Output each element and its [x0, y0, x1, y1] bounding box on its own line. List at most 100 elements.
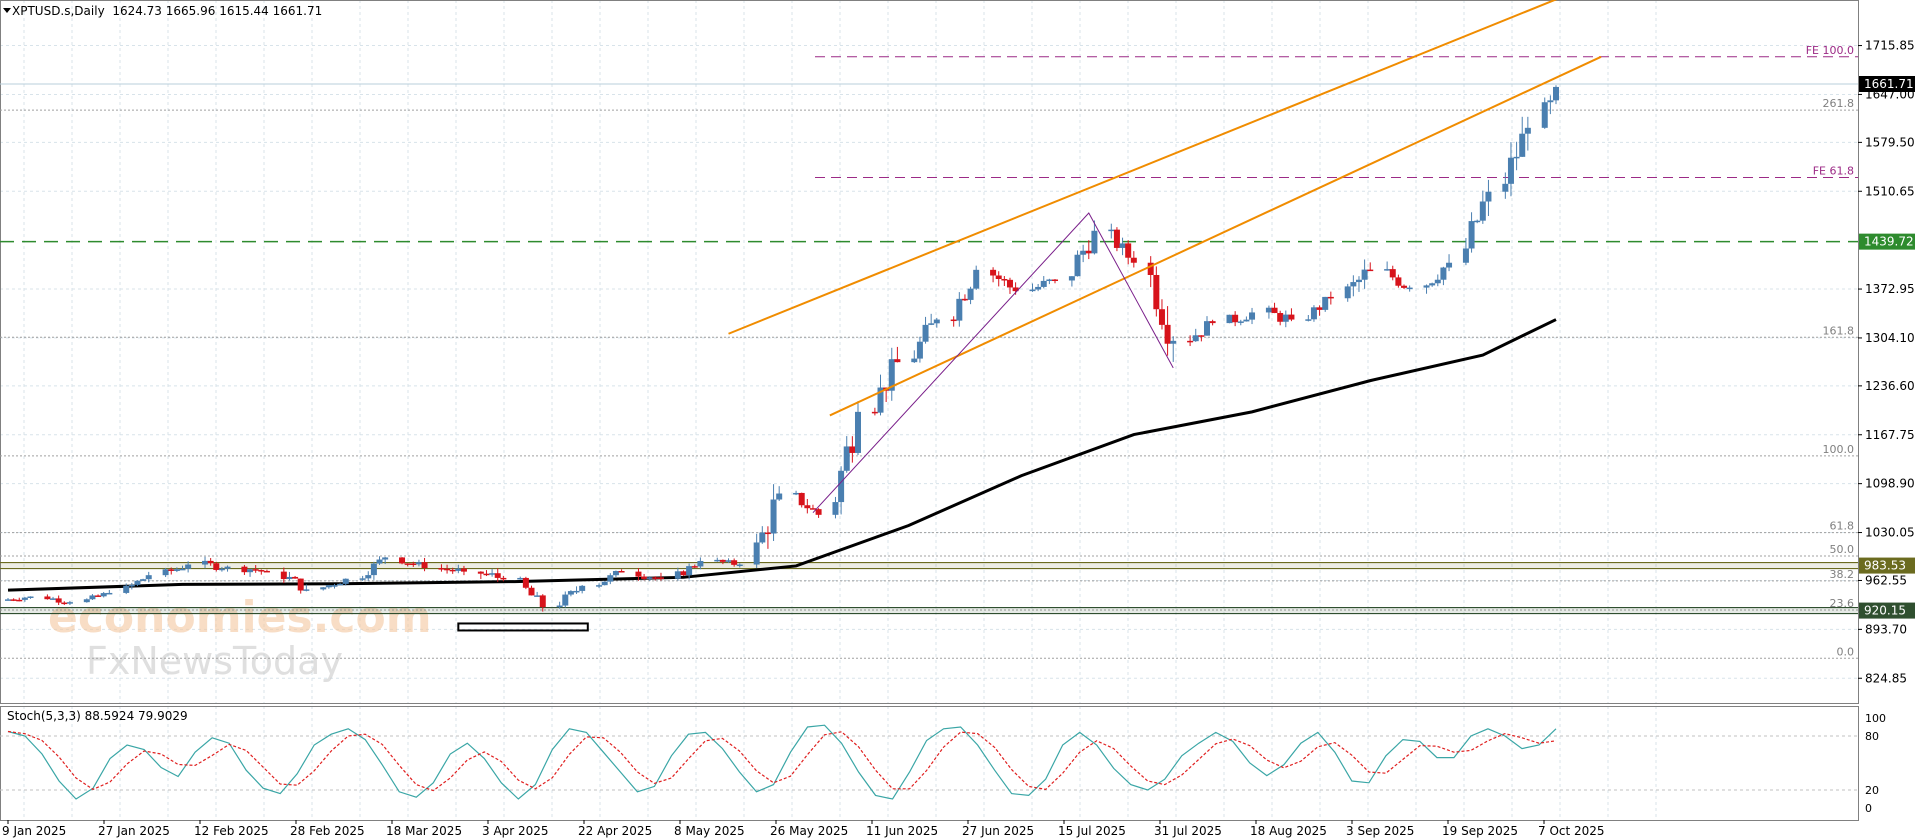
candle-body	[100, 593, 107, 597]
fib-level-label: 50.0	[1830, 543, 1855, 556]
candle-body	[1502, 183, 1509, 192]
candle-body	[286, 576, 293, 580]
ma-line	[7, 318, 1557, 592]
price-tick-label: 1167.75	[1865, 428, 1915, 442]
candle-body	[933, 319, 940, 324]
candle-body	[1277, 313, 1284, 322]
candle-body	[1429, 283, 1436, 286]
overlays	[457, 0, 1602, 632]
candle-body	[1446, 262, 1453, 268]
candle-body	[793, 492, 800, 495]
fib-level-label: 23.6	[1830, 597, 1855, 610]
candle-body	[280, 571, 287, 580]
time-tick-label: 19 Sep 2025	[1442, 824, 1518, 838]
candle-body	[657, 577, 664, 579]
candle-body	[449, 569, 456, 572]
time-tick-label: 8 May 2025	[674, 824, 745, 838]
candle-body	[753, 542, 760, 565]
candle-body	[50, 598, 57, 600]
candle-body	[218, 568, 225, 571]
candle-body	[168, 569, 175, 571]
time-tick-label: 12 Feb 2025	[194, 824, 269, 838]
candle-body	[1243, 319, 1250, 322]
candle-body	[1113, 229, 1120, 248]
candle-body	[1119, 243, 1126, 248]
candle-body	[44, 596, 51, 600]
candle-body	[1541, 102, 1548, 128]
candle-body	[607, 575, 614, 582]
candle-body	[365, 575, 372, 579]
channel-upper-line	[728, 0, 1558, 335]
candle-body	[1158, 309, 1165, 325]
candle-body	[1355, 279, 1362, 283]
candle-body	[297, 578, 304, 591]
candle-body	[258, 570, 265, 572]
candle-body	[1125, 243, 1132, 258]
candle-body	[573, 590, 580, 593]
zigzag-line	[812, 212, 1174, 514]
time-tick-label: 18 Mar 2025	[386, 824, 462, 838]
candle-body	[680, 571, 687, 576]
candle-body	[815, 509, 822, 515]
candle-body	[337, 583, 344, 586]
candle-body	[292, 576, 299, 579]
candle-body	[1350, 282, 1357, 287]
candle-body	[1440, 267, 1447, 280]
candle-body	[838, 470, 845, 503]
time-tick-label: 27 Jan 2025	[98, 824, 170, 838]
candle-body	[556, 605, 563, 608]
candle-body	[399, 557, 406, 564]
stoch-tick-label: 100	[1865, 712, 1886, 725]
stoch-tick-label: 80	[1865, 730, 1879, 743]
candle-body	[1192, 335, 1199, 342]
price-badge	[1859, 602, 1915, 619]
price-tick-label: 1372.95	[1865, 282, 1915, 296]
candle-body	[263, 570, 270, 573]
time-tick-label: 31 Jul 2025	[1154, 824, 1222, 838]
price-tick-label: 1304.10	[1865, 331, 1915, 345]
candle-body	[1524, 127, 1531, 134]
candle-body	[849, 446, 856, 453]
candle-body	[421, 562, 428, 569]
candle-body	[596, 585, 603, 587]
candle-body	[145, 575, 152, 580]
candle-body	[1040, 280, 1047, 287]
candle-body	[956, 298, 963, 321]
candle-body	[140, 579, 147, 581]
candle-body	[1288, 314, 1295, 320]
candle-body	[477, 571, 484, 574]
stoch-d-line	[7, 730, 1557, 792]
candle-body	[1367, 269, 1374, 272]
candle-body	[719, 559, 726, 562]
candle-body	[1316, 307, 1323, 310]
chart-header: XPTUSD.s,Daily 1624.73 1665.96 1615.44 1…	[12, 4, 322, 18]
candle-body	[162, 569, 169, 576]
time-tick-label: 3 Sep 2025	[1346, 824, 1414, 838]
candle-body	[1384, 269, 1391, 271]
candle-body	[1046, 279, 1053, 282]
candle-body	[1395, 277, 1402, 286]
candle-body	[1479, 201, 1486, 221]
price-tick-label: 1030.05	[1865, 526, 1915, 540]
candle-body	[916, 341, 923, 359]
fib-level-label: 38.2	[1830, 568, 1855, 581]
candle-body	[213, 563, 220, 570]
candle-body	[16, 599, 23, 602]
candle-body	[1035, 286, 1042, 290]
time-tick-label: 26 May 2025	[770, 824, 848, 838]
candle-body	[567, 591, 574, 595]
candle-body	[21, 597, 28, 600]
candle-body	[303, 589, 310, 591]
candle-body	[252, 569, 259, 571]
watermark-economies: economies.com	[48, 592, 432, 643]
candle-body	[961, 298, 968, 301]
fib-level-label: 261.8	[1823, 97, 1855, 110]
collapse-triangle-icon[interactable]	[3, 8, 11, 13]
candle-body	[562, 594, 569, 606]
fe-level-label: FE 100.0	[1806, 44, 1854, 57]
candle-body	[1513, 156, 1520, 159]
price-tick-label: 1579.50	[1865, 135, 1915, 149]
candle-body	[618, 570, 625, 573]
ohlc-values: 1624.73 1665.96 1615.44 1661.71	[112, 4, 323, 18]
candle-body	[1361, 269, 1368, 280]
